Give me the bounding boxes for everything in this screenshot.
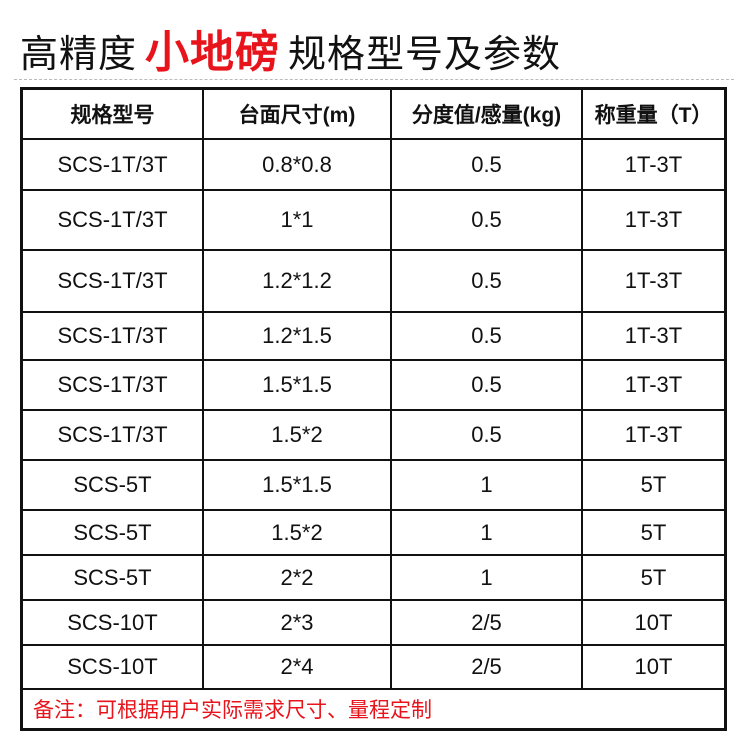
note-text: 备注：可根据用户实际需求尺寸、量程定制: [20, 688, 727, 731]
table-cell: SCS-5T: [20, 554, 204, 601]
table-cell: SCS-1T/3T: [20, 409, 204, 461]
table-cell: 0.5: [390, 189, 583, 251]
table-row: SCS-1T/3T 0.8*0.8 0.5 1T-3T: [20, 138, 727, 191]
column-header: 规格型号: [20, 87, 204, 140]
table-cell: 0.5: [390, 311, 583, 361]
table-row: SCS-10T 2*3 2/5 10T: [20, 599, 727, 646]
table-row: SCS-1T/3T 1.5*1.5 0.5 1T-3T: [20, 359, 727, 411]
table-cell: 1: [390, 459, 583, 511]
table-cell: 10T: [581, 599, 727, 646]
table-cell: 1.2*1.5: [202, 311, 392, 361]
table-cell: 1T-3T: [581, 409, 727, 461]
table-row: SCS-5T 1.5*1.5 1 5T: [20, 459, 727, 511]
table-cell: SCS-1T/3T: [20, 138, 204, 191]
table-header-row: 规格型号 台面尺寸(m) 分度值/感量(kg) 称重量（T）: [20, 87, 727, 140]
table-cell: 1.5*1.5: [202, 359, 392, 411]
table-cell: 0.5: [390, 138, 583, 191]
table-cell: SCS-10T: [20, 644, 204, 690]
column-header: 称重量（T）: [581, 87, 727, 140]
table-cell: 0.5: [390, 249, 583, 313]
title-prefix: 高精度: [20, 32, 138, 76]
table-cell: 1: [390, 509, 583, 556]
table-cell: 2/5: [390, 599, 583, 646]
table-cell: SCS-5T: [20, 459, 204, 511]
table-cell: 1.5*2: [202, 509, 392, 556]
table-cell: 1T-3T: [581, 249, 727, 313]
table-row: SCS-5T 2*2 1 5T: [20, 554, 727, 601]
table-cell: 0.5: [390, 409, 583, 461]
table-row: SCS-5T 1.5*2 1 5T: [20, 509, 727, 556]
table-cell: 1T-3T: [581, 189, 727, 251]
table-cell: 5T: [581, 554, 727, 601]
table-cell: 10T: [581, 644, 727, 690]
table-cell: 2/5: [390, 644, 583, 690]
table-cell: 2*2: [202, 554, 392, 601]
page-title: 高精度 小地磅 规格型号及参数: [20, 28, 561, 79]
table-cell: 0.8*0.8: [202, 138, 392, 191]
table-cell: 0.5: [390, 359, 583, 411]
table-cell: 1.5*1.5: [202, 459, 392, 511]
table-cell: SCS-1T/3T: [20, 189, 204, 251]
table-cell: 1T-3T: [581, 311, 727, 361]
column-header: 台面尺寸(m): [202, 87, 392, 140]
table-cell: SCS-5T: [20, 509, 204, 556]
table-row: SCS-1T/3T 1.5*2 0.5 1T-3T: [20, 409, 727, 461]
table-row: SCS-1T/3T 1.2*1.5 0.5 1T-3T: [20, 311, 727, 361]
table-cell: SCS-10T: [20, 599, 204, 646]
table-row: SCS-1T/3T 1*1 0.5 1T-3T: [20, 189, 727, 251]
table-cell: SCS-1T/3T: [20, 359, 204, 411]
title-suffix: 规格型号及参数: [288, 32, 562, 76]
table-cell: SCS-1T/3T: [20, 311, 204, 361]
table-cell: 2*4: [202, 644, 392, 690]
table-row: SCS-10T 2*4 2/5 10T: [20, 644, 727, 690]
table-cell: 1.5*2: [202, 409, 392, 461]
table-cell: 5T: [581, 509, 727, 556]
spec-table: 规格型号 台面尺寸(m) 分度值/感量(kg) 称重量（T） SCS-1T/3T 0.8…: [20, 87, 727, 731]
table-cell: 1.2*1.2: [202, 249, 392, 313]
table-cell: 1T-3T: [581, 138, 727, 191]
title-highlight: 小地磅: [145, 27, 281, 78]
table-cell: 1T-3T: [581, 359, 727, 411]
table-cell: 2*3: [202, 599, 392, 646]
column-header: 分度值/感量(kg): [390, 87, 583, 140]
table-cell: 1: [390, 554, 583, 601]
note-row: 备注：可根据用户实际需求尺寸、量程定制: [20, 688, 727, 731]
divider: [14, 79, 734, 80]
table-cell: SCS-1T/3T: [20, 249, 204, 313]
table-cell: 5T: [581, 459, 727, 511]
table-cell: 1*1: [202, 189, 392, 251]
table-row: SCS-1T/3T 1.2*1.2 0.5 1T-3T: [20, 249, 727, 313]
